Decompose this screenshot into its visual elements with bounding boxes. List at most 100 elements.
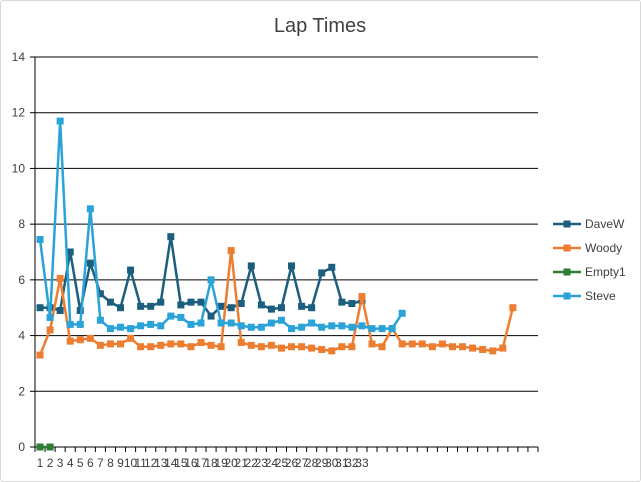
legend: DaveW Woody Empty1 Steve: [553, 217, 626, 303]
y-tick-label: 6: [18, 273, 25, 287]
data-point: [66, 337, 74, 345]
data-point: [106, 325, 114, 333]
x-axis: 1 2 3 4 5 6 7 8 9 1011121314151617181920212223242…: [34, 446, 539, 470]
data-point: [237, 300, 245, 308]
x-tick-label: 23: [255, 456, 269, 470]
x-tick-label: 3: [57, 456, 64, 470]
data-point: [368, 325, 376, 333]
x-tick-label: 11: [134, 456, 147, 470]
data-point: [167, 233, 175, 241]
series-empty1: [36, 443, 54, 451]
data-point: [36, 443, 44, 451]
data-point: [288, 343, 296, 351]
data-point: [147, 302, 155, 310]
y-tick-label: 14: [12, 50, 26, 64]
data-point: [86, 205, 94, 213]
data-point: [66, 320, 74, 328]
legend-label: Empty1: [585, 265, 626, 279]
data-point: [388, 325, 396, 333]
data-point: [46, 443, 54, 451]
legend-swatch-marker: [563, 220, 571, 228]
data-point: [177, 301, 185, 309]
data-point: [267, 319, 275, 327]
data-point: [127, 266, 135, 274]
data-point: [247, 262, 255, 270]
data-point: [227, 319, 235, 327]
y-tick-label: 8: [18, 217, 25, 231]
data-point: [479, 346, 487, 353]
legend-label: Steve: [585, 289, 616, 303]
x-tick-label: 30: [325, 456, 339, 470]
data-point: [247, 341, 255, 349]
data-point: [257, 323, 265, 331]
data-point: [358, 322, 366, 330]
data-point: [137, 322, 145, 330]
data-point: [378, 325, 386, 333]
legend-label: Woody: [585, 241, 622, 255]
data-point: [187, 343, 195, 351]
legend-swatch-marker: [563, 268, 571, 276]
x-tick-label: 33: [355, 456, 369, 470]
data-point: [338, 298, 346, 306]
data-point: [197, 298, 205, 306]
data-point: [398, 309, 406, 317]
data-point: [227, 304, 235, 312]
y-tick-label: 10: [12, 161, 26, 175]
x-tick-label: 4: [67, 456, 74, 470]
data-point: [328, 347, 336, 355]
data-point: [489, 347, 497, 355]
x-tick-label: 28: [305, 456, 319, 470]
data-point: [36, 304, 44, 312]
x-tick-label: 5: [77, 456, 84, 470]
data-point: [298, 302, 306, 310]
data-point: [338, 322, 346, 330]
data-point: [267, 341, 275, 349]
data-point: [197, 339, 205, 347]
data-point: [298, 323, 306, 331]
data-point: [147, 320, 155, 328]
data-point: [318, 346, 326, 353]
x-tick-label: 24: [265, 456, 279, 470]
data-point: [56, 307, 64, 314]
data-point: [86, 259, 94, 267]
data-point: [157, 322, 165, 330]
data-point: [277, 344, 285, 352]
data-point: [106, 340, 114, 348]
data-point: [227, 247, 235, 255]
series-layer: [36, 117, 517, 451]
x-tick-label: 6: [87, 456, 94, 470]
data-point: [187, 320, 195, 328]
data-point: [117, 340, 125, 348]
data-point: [157, 298, 165, 306]
data-point: [96, 316, 104, 324]
x-tick-label: 22: [245, 456, 259, 470]
x-tick-label: 17: [194, 456, 208, 470]
x-tick-label: 10: [124, 456, 138, 470]
data-point: [137, 302, 145, 310]
data-point: [277, 304, 285, 312]
data-point: [207, 276, 215, 284]
data-point: [217, 343, 225, 351]
y-tick-label: 2: [18, 384, 25, 398]
data-point: [167, 312, 175, 320]
data-point: [127, 334, 135, 342]
data-point: [76, 336, 84, 344]
data-point: [106, 298, 114, 306]
data-point: [217, 302, 225, 310]
data-point: [36, 235, 44, 243]
legend-label: DaveW: [585, 217, 625, 231]
data-point: [86, 334, 94, 342]
data-point: [237, 322, 245, 330]
data-point: [217, 319, 225, 327]
data-point: [187, 298, 195, 306]
data-point: [408, 340, 416, 348]
series-line-steve: [38, 119, 404, 330]
data-point: [288, 262, 296, 270]
x-tick-label: 29: [315, 456, 329, 470]
data-point: [207, 312, 215, 320]
data-point: [288, 325, 296, 333]
data-point: [459, 343, 467, 351]
x-tick-label: 1: [37, 456, 44, 470]
data-point: [418, 340, 426, 348]
x-tick-label: 31: [335, 456, 349, 470]
